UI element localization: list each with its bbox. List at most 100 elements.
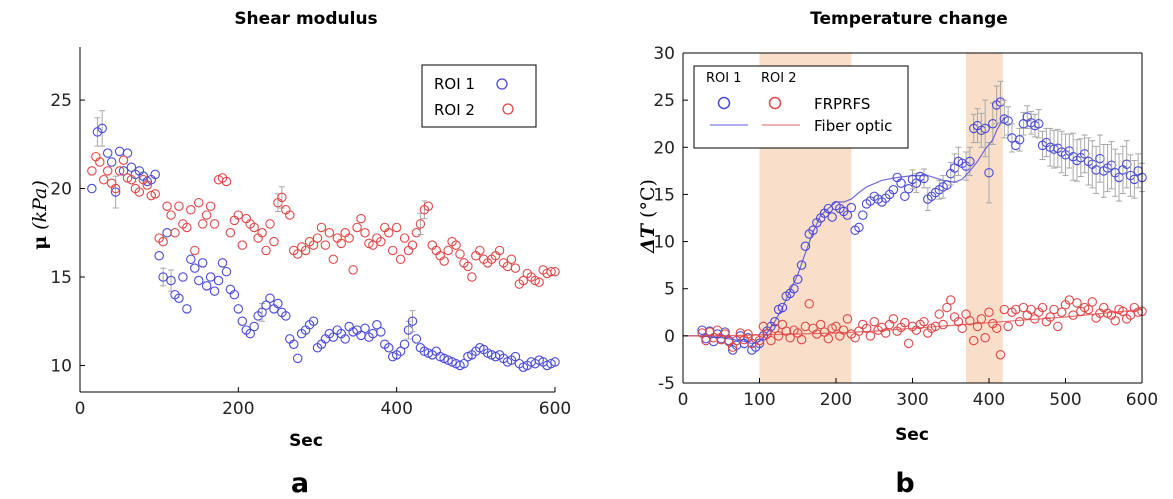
- panel-a-point-roi2: [443, 245, 453, 256]
- panel-a-point-roi2: [285, 210, 295, 220]
- panel-a-point-roi1: [92, 127, 103, 137]
- panel-b-ylabel-unit: (°C): [637, 179, 659, 218]
- panel-b-point-roi2: [919, 316, 929, 327]
- panel-b-title: Temperature change: [810, 9, 1008, 29]
- panel-b-point-roi2: [903, 338, 914, 349]
- panel-b-ylabel: ΔT (°C): [637, 179, 659, 254]
- panel-a-ylabel-main: μ: [29, 236, 51, 250]
- panel-a-point-roi1: [407, 316, 418, 326]
- panel-b-point-roi2: [831, 321, 841, 332]
- panel-a-errorbar: [168, 269, 175, 292]
- panel-a-point-roi2: [158, 236, 168, 247]
- panel-b-point-roi1: [1014, 134, 1025, 145]
- panel-a-point-roi2: [360, 228, 370, 238]
- panel-a-plot-area: [87, 110, 560, 372]
- panel-a-point-roi1: [106, 157, 117, 167]
- panel-a-point-roi1: [383, 343, 394, 353]
- panel-b-ytick-label: 0: [664, 327, 675, 347]
- panel-b-point-roi2: [965, 316, 975, 326]
- panel-b-errorbar: [1043, 127, 1050, 158]
- panel-a-point-roi2: [312, 233, 323, 243]
- panel-a-point-roi2: [300, 245, 311, 256]
- panel-a-point-roi2: [190, 245, 200, 256]
- panel-a-legend-box: [421, 64, 537, 128]
- panel-a-point-roi2: [383, 228, 394, 238]
- panel-b-point-roi1: [789, 283, 799, 294]
- panel-a-point-roi1: [411, 334, 422, 344]
- panel-b-errorbar: [974, 108, 981, 144]
- panel-a-point-roi2: [118, 155, 129, 165]
- panel-b-point-roi2: [869, 316, 879, 327]
- panel-a-xtick-label: 0: [75, 399, 86, 419]
- panel-a-point-roi1: [150, 169, 160, 180]
- panel-b-errorbar: [1085, 137, 1092, 186]
- panel-b-point-roi2: [1053, 321, 1063, 332]
- panel-b-xtick-label: 400: [973, 390, 1005, 410]
- panel-b-point-roi1: [827, 212, 837, 222]
- panel-b-errorbar: [1035, 109, 1042, 139]
- panel-b-legend-roi2-marker: [768, 96, 782, 110]
- panel-a-point-roi1: [257, 307, 267, 318]
- panel-b-point-roi2: [697, 328, 707, 338]
- panel-b-point-roi1: [888, 184, 899, 195]
- panel-a-point-roi2: [510, 263, 521, 273]
- panel-a-point-roi2: [356, 213, 366, 224]
- panel-a-point-roi2: [249, 222, 259, 233]
- panel-a-point-roi1: [87, 183, 97, 194]
- panel-a-point-roi2: [134, 187, 145, 197]
- panel-a-point-roi1: [194, 275, 204, 286]
- panel-b-errorbar: [1058, 130, 1065, 174]
- panel-a-point-roi1: [245, 328, 255, 339]
- panel-a-point-roi2: [237, 240, 248, 250]
- panel-b-point-roi2: [861, 323, 872, 334]
- panel-b-point-roi2: [865, 331, 876, 341]
- panel-b-point-roi1: [808, 225, 818, 236]
- panel-b-point-roi2: [766, 335, 776, 346]
- panel-a-point-roi2: [387, 245, 398, 256]
- panel-a-point-roi2: [352, 222, 362, 233]
- panel-a-point-roi2: [518, 275, 529, 286]
- panel-a-point-roi1: [292, 353, 303, 364]
- panel-a-point-roi2: [209, 219, 220, 229]
- panel-b-xtick-label: 200: [820, 390, 852, 410]
- panel-a-point-roi1: [166, 275, 176, 286]
- panel-b: Temperature change 0 100 200 300 400 500 600 -…: [637, 9, 1158, 499]
- panel-a-point-roi1: [213, 275, 224, 286]
- panel-a-point-roi1: [97, 123, 107, 134]
- panel-b-errorbar: [1089, 140, 1096, 189]
- panel-a-point-roi2: [395, 254, 406, 265]
- panel-a-point-roi2: [87, 166, 97, 176]
- panel-a-point-roi1: [229, 289, 240, 300]
- panel-a-point-roi1: [395, 346, 406, 357]
- panel-b-point-roi2: [1068, 310, 1078, 320]
- panel-b-legend-fiber-optic: Fiber optic: [814, 117, 892, 135]
- panel-b-point-roi2: [1110, 316, 1120, 326]
- panel-b-errorbar: [1077, 138, 1084, 178]
- panel-b-point-roi2: [796, 334, 807, 345]
- panel-a-point-roi1: [265, 293, 275, 303]
- panel-a-point-roi2: [150, 189, 160, 199]
- panel-b-point-roi2: [1087, 297, 1098, 307]
- panel-a-point-roi1: [209, 286, 220, 296]
- panel-a-xlabel: Sec: [289, 431, 323, 451]
- panel-a-point-roi2: [475, 245, 485, 256]
- panel-a-point-roi2: [114, 166, 125, 176]
- panel-a-point-roi2: [399, 233, 410, 243]
- panel-a-point-roi1: [102, 148, 113, 158]
- panel-a-point-roi2: [415, 219, 426, 229]
- panel-a-point-roi2: [407, 240, 418, 250]
- panel-b-point-roi1: [896, 178, 906, 188]
- panel-a-point-roi1: [197, 258, 208, 268]
- panel-a-errorbar: [405, 320, 412, 340]
- panel-b-legend-header-roi2: ROI 2: [761, 71, 797, 86]
- panel-a-point-roi2: [423, 201, 434, 211]
- panel-b-point-roi2: [900, 317, 910, 328]
- panel-a-point-roi1: [372, 320, 382, 330]
- panel-a-point-roi1: [249, 321, 259, 332]
- panel-b-point-roi2: [754, 335, 765, 346]
- panel-a-point-roi2: [336, 238, 346, 249]
- panel-b-errorbar: [1131, 159, 1138, 199]
- panel-a-point-roi2: [110, 183, 121, 194]
- panel-a-point-roi2: [320, 240, 331, 250]
- panel-a-point-roi2: [494, 245, 505, 256]
